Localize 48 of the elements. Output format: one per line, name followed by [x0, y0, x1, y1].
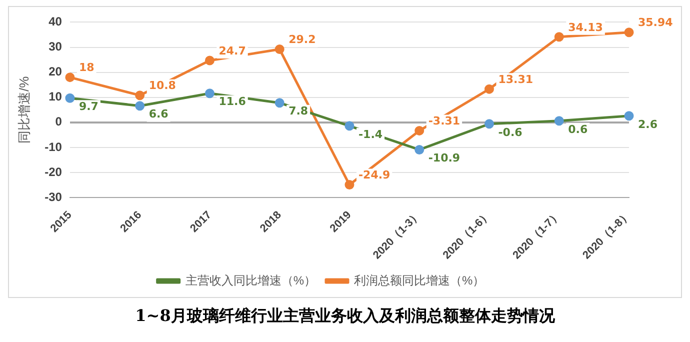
data-label: 2.6	[638, 118, 658, 131]
data-label: -24.9	[358, 168, 390, 182]
point	[554, 32, 564, 42]
data-label: 7.8	[288, 104, 308, 118]
point	[135, 101, 145, 111]
point	[624, 111, 634, 121]
y-tick-label: 20	[48, 64, 62, 79]
y-tick-label: 10	[48, 90, 62, 104]
y-tick-label: 30	[48, 40, 62, 54]
point	[65, 93, 75, 103]
point	[274, 44, 284, 54]
data-label: 34.13	[568, 20, 603, 34]
legend-label: 主营收入同比增速（%）	[185, 273, 316, 288]
data-label: -1.4	[358, 128, 383, 141]
y-tick-label: -20	[44, 164, 62, 179]
point	[135, 90, 145, 100]
y-tick-label: -30	[44, 190, 62, 204]
point	[484, 84, 494, 94]
data-label: 9.7	[78, 100, 98, 113]
data-label: 35.94	[638, 16, 674, 30]
y-tick-label: -10	[44, 140, 62, 154]
data-label: -0.6	[498, 126, 523, 139]
data-label: 11.6	[218, 95, 246, 108]
data-label: 0.6	[568, 122, 588, 136]
y-tick-label: 0	[55, 114, 62, 129]
data-label: -10.9	[428, 152, 460, 165]
data-label: -3.31	[428, 114, 460, 128]
y-tick-label: 40	[48, 14, 62, 29]
data-label: 24.7	[218, 44, 246, 58]
data-label: 6.6	[148, 108, 169, 121]
point	[65, 72, 75, 82]
y-axis-title: 同比增速/%	[16, 76, 32, 144]
text: 1~8月玻璃纤维行业主营业务收入及利润总额整体走势情况	[134, 306, 556, 327]
point	[344, 180, 354, 190]
point	[344, 121, 354, 131]
point	[484, 119, 494, 129]
legend-label: 利润总额同比增速（%）	[354, 273, 485, 288]
point	[204, 88, 214, 98]
point	[204, 56, 214, 66]
data-label: 10.8	[148, 79, 176, 92]
point	[414, 126, 424, 136]
data-label: 18	[78, 61, 94, 74]
point	[414, 144, 424, 154]
point	[274, 98, 284, 108]
data-label: 29.2	[288, 33, 316, 46]
data-label: 13.31	[498, 72, 534, 86]
point	[624, 28, 634, 38]
point	[554, 116, 564, 126]
